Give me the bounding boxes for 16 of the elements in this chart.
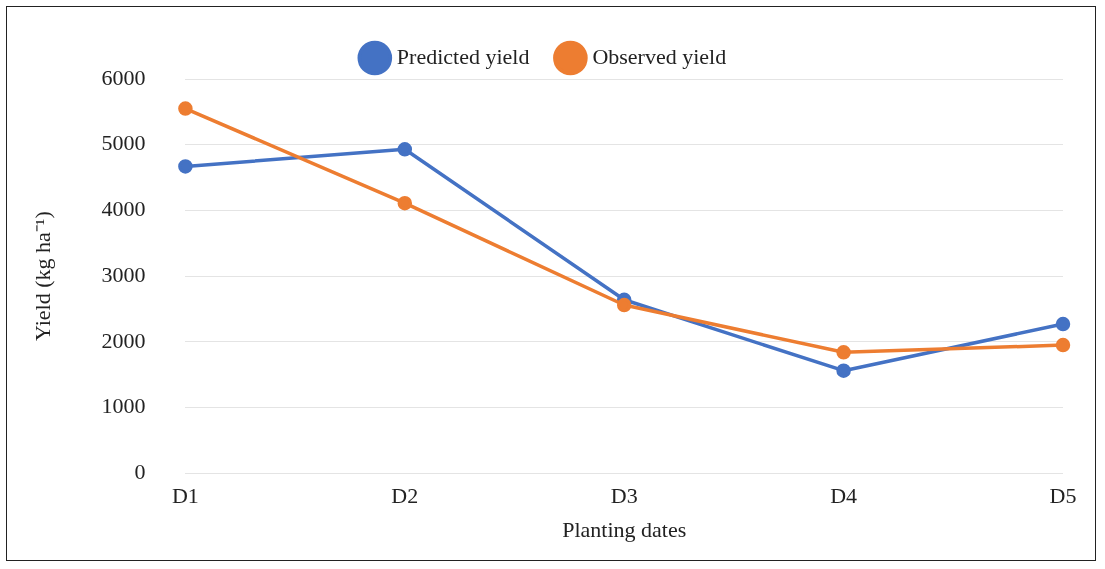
y-axis-title: Yield (kg ha⁻¹): [29, 211, 55, 341]
y-tick-label: 4000: [101, 196, 146, 222]
x-tick-label: D4: [830, 483, 858, 509]
y-tick-label: 2000: [101, 327, 146, 353]
x-tick-label: D2: [391, 483, 419, 509]
legend-label: Predicted yield: [396, 43, 530, 69]
y-tick-label: 5000: [101, 130, 146, 156]
x-tick-label: D5: [1049, 483, 1077, 509]
y-tick-label: 3000: [101, 261, 146, 287]
y-tick-label: 0: [134, 458, 146, 484]
y-tick-label: 1000: [101, 393, 146, 419]
x-tick-label: D1: [171, 483, 199, 509]
y-tick-label: 6000: [101, 64, 146, 90]
x-tick-label: D3: [610, 483, 638, 509]
x-axis-title: Planting dates: [562, 516, 687, 542]
legend-label: Observed yield: [592, 43, 727, 69]
